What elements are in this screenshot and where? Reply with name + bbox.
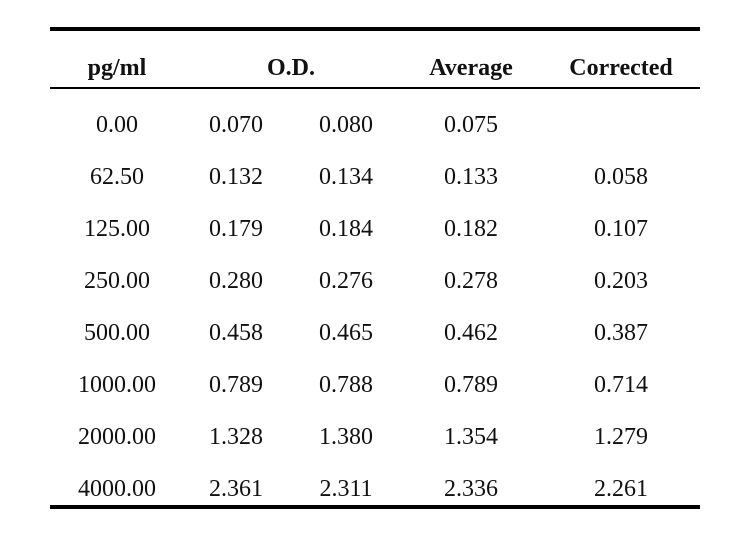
cell-od-2: 1.380: [319, 424, 373, 450]
cell-od-1: 0.179: [209, 216, 263, 242]
cell-concentration: 250.00: [84, 268, 150, 294]
cell-concentration: 125.00: [84, 216, 150, 242]
cell-od-2: 0.465: [319, 320, 373, 346]
header-average: Average: [429, 55, 513, 81]
cell-corrected: 0.203: [594, 268, 648, 294]
cell-od-1: 0.280: [209, 268, 263, 294]
cell-concentration: 4000.00: [78, 476, 156, 502]
cell-average: 0.182: [444, 216, 498, 242]
table-row: 125.00 0.179 0.184 0.182 0.107: [50, 216, 700, 246]
cell-od-2: 0.134: [319, 164, 373, 190]
cell-average: 0.462: [444, 320, 498, 346]
cell-average: 1.354: [444, 424, 498, 450]
cell-corrected: 0.058: [594, 164, 648, 190]
table-row: 2000.00 1.328 1.380 1.354 1.279: [50, 424, 700, 454]
header-corrected: Corrected: [569, 55, 673, 81]
cell-average: 2.336: [444, 476, 498, 502]
header-od: O.D.: [267, 55, 315, 81]
cell-corrected: 0.714: [594, 372, 648, 398]
table-bottom-rule: [50, 505, 700, 509]
table-row: 500.00 0.458 0.465 0.462 0.387: [50, 320, 700, 350]
table-row: 62.50 0.132 0.134 0.133 0.058: [50, 164, 700, 194]
cell-concentration: 500.00: [84, 320, 150, 346]
cell-od-2: 0.276: [319, 268, 373, 294]
cell-corrected: 1.279: [594, 424, 648, 450]
table-top-rule: [50, 27, 700, 31]
cell-concentration: 62.50: [90, 164, 144, 190]
cell-od-1: 2.361: [209, 476, 263, 502]
cell-average: 0.278: [444, 268, 498, 294]
table-header-rule: [50, 87, 700, 89]
table-body: 0.00 0.070 0.080 0.075 62.50 0.132 0.134…: [50, 89, 700, 505]
header-concentration: pg/ml: [87, 55, 147, 81]
cell-average: 0.789: [444, 372, 498, 398]
table-row: 250.00 0.280 0.276 0.278 0.203: [50, 268, 700, 298]
cell-corrected: 0.387: [594, 320, 648, 346]
cell-od-2: 0.788: [319, 372, 373, 398]
cell-concentration: 2000.00: [78, 424, 156, 450]
cell-concentration: 1000.00: [78, 372, 156, 398]
table-row: 1000.00 0.789 0.788 0.789 0.714: [50, 372, 700, 402]
cell-corrected: 0.107: [594, 216, 648, 242]
cell-corrected: 2.261: [594, 476, 648, 502]
cell-average: 0.133: [444, 164, 498, 190]
cell-od-1: 0.070: [209, 112, 263, 138]
cell-od-1: 0.132: [209, 164, 263, 190]
cell-concentration: 0.00: [96, 112, 138, 138]
cell-od-2: 0.184: [319, 216, 373, 242]
table-row: 0.00 0.070 0.080 0.075: [50, 112, 700, 142]
table-row: 4000.00 2.361 2.311 2.336 2.261: [50, 476, 700, 506]
cell-od-1: 0.458: [209, 320, 263, 346]
cell-od-2: 0.080: [319, 112, 373, 138]
table-header-row: pg/ml O.D. Average Corrected: [50, 31, 700, 87]
cell-od-1: 0.789: [209, 372, 263, 398]
cell-od-2: 2.311: [319, 476, 373, 502]
cell-average: 0.075: [444, 112, 498, 138]
cell-od-1: 1.328: [209, 424, 263, 450]
standard-curve-table: pg/ml O.D. Average Corrected 0.00 0.070 …: [50, 27, 700, 509]
